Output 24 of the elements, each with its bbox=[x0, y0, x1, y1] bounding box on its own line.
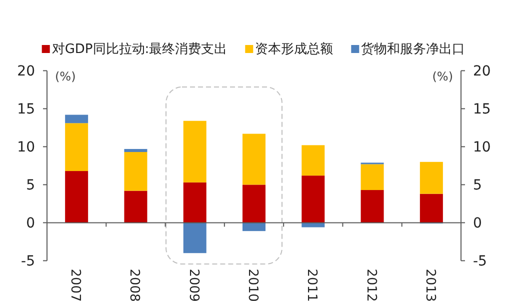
legend-label: 对GDP同比拉动:最终消费支出 bbox=[52, 42, 228, 57]
x-tick-label: 2010 bbox=[245, 268, 260, 301]
y-tick-label: 10 bbox=[17, 140, 35, 156]
y2-tick-label: 20 bbox=[473, 64, 491, 80]
y2-tick-label: 5 bbox=[473, 178, 482, 194]
x-tick-label: 2013 bbox=[422, 268, 438, 301]
x-tick-label: 2012 bbox=[363, 268, 378, 301]
y2-tick-label: 0 bbox=[473, 216, 482, 232]
x-tick-label: 2008 bbox=[126, 268, 142, 301]
x-tick-label: 2007 bbox=[68, 268, 83, 301]
y2-tick-label: -5 bbox=[473, 254, 487, 270]
y-tick-label: 5 bbox=[26, 178, 35, 194]
legend-label: 资本形成总额 bbox=[255, 42, 334, 57]
y-tick-label: -5 bbox=[21, 254, 35, 270]
y2-tick-label: 10 bbox=[473, 140, 491, 156]
y2-axis-title: (%) bbox=[432, 70, 453, 84]
y-axis-title: (%) bbox=[55, 70, 76, 84]
y-tick-label: 0 bbox=[26, 216, 35, 232]
y2-tick-label: 15 bbox=[473, 102, 491, 118]
y-tick-label: 15 bbox=[17, 102, 35, 118]
y-tick-label: 20 bbox=[17, 64, 35, 80]
x-tick-label: 2009 bbox=[186, 268, 201, 301]
legend-label: 货物和服务净出口 bbox=[361, 42, 466, 57]
x-tick-label: 2011 bbox=[304, 268, 320, 301]
